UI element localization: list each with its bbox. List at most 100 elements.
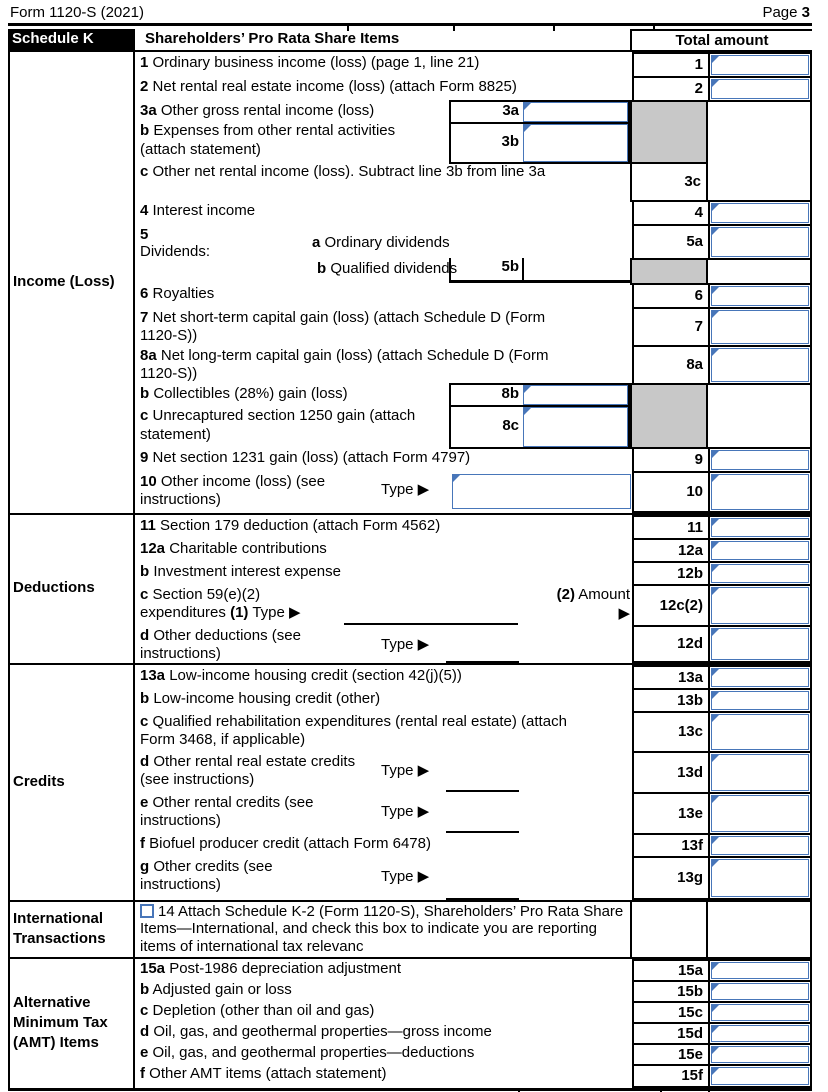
type-label-13d: Type ▶ [381,761,430,779]
line-number-15d: 15d [632,1021,710,1045]
amount-cell-2 [708,75,812,102]
shaded-cell-5b [630,257,708,285]
row-13b: b Low-income housing credit (other) 13b [135,687,812,713]
amount-input-4[interactable] [711,202,809,223]
amount-input-13a[interactable] [711,667,809,687]
amount-cell-10 [708,470,812,513]
amount-cell-14-empty [708,901,812,957]
amount-input-3a[interactable] [523,101,628,122]
amount-cell-12d [708,624,812,663]
schedule-k2-checkbox[interactable] [140,903,154,918]
amount-input-15b[interactable] [711,982,809,1000]
amount-cell-13g [708,855,812,900]
type-label-13e: Type ▶ [381,802,430,820]
type-label-10: Type ▶ [381,480,430,498]
row-13a: 13a Low-income housing credit (section 4… [135,664,812,690]
amount-input-10[interactable] [711,473,809,510]
write-in-line-13d[interactable] [446,789,519,792]
table-header-row: Schedule K Shareholders’ Pro Rata Share … [8,28,812,52]
amount-cell-13f [708,832,812,858]
line-number-1: 1 [632,51,710,78]
amount-input-15a[interactable] [711,961,809,979]
amount-input-13d[interactable] [711,753,809,791]
inner-box-8c: 8c [449,404,630,449]
tick-mark [453,25,455,31]
row-15c: c Depletion (other than oil and gas) 15c [135,1000,812,1024]
inner-box-3b: 3b [449,121,630,164]
section-amt: Alternative Minimum Tax (AMT) Items 15a … [8,956,812,1088]
amount-input-8b[interactable] [523,384,628,405]
section-income-loss: Income (Loss) 1 Ordinary business income… [8,51,812,513]
row-5a: 5 Dividends: a Ordinary dividends 5a [135,223,812,260]
line-number-13g: 13g [632,855,710,900]
category-credits: Credits [8,664,135,900]
row-13g: g Other credits (see instructions) Type … [135,855,812,900]
amount-cell-15d [708,1021,812,1045]
amount-input-12c2[interactable] [711,586,809,624]
amount-input-15c[interactable] [711,1003,809,1021]
amount-input-15d[interactable] [711,1024,809,1042]
row-6: 6 Royalties 6 [135,282,812,309]
amount-input-1[interactable] [711,54,809,75]
line-number-8a: 8a [632,344,710,385]
amount-input-6[interactable] [711,285,809,306]
row-15e: e Oil, gas, and geothermal properties—de… [135,1042,812,1066]
amount-input-8c[interactable] [523,406,628,447]
amount-input-13c[interactable] [711,713,809,750]
line-number-13c: 13c [632,710,710,753]
row-4: 4 Interest income 4 [135,199,812,226]
amount-input-13b[interactable] [711,690,809,710]
amount-input-8a[interactable] [711,347,809,382]
write-in-line-12c-type[interactable] [344,622,518,625]
type-label-12d: Type ▶ [381,635,430,653]
row-5b: b Qualified dividends 5b [135,257,812,285]
line-number-15f: 15f [632,1063,710,1088]
line-number-5a: 5a [632,223,710,260]
form-title: Form 1120-S (2021) [10,4,144,21]
line-number-3c: 3c [630,161,708,202]
amount-arrow-12c: ▶ [618,605,630,622]
line-number-12a: 12a [632,537,710,563]
page-number: 3 [801,4,810,21]
amount-input-9[interactable] [711,449,809,470]
row-11: 11 Section 179 deduction (attach Form 45… [135,514,812,540]
amount-cell-4 [708,199,812,226]
amount-input-5a[interactable] [711,226,809,257]
row-12d: d Other deductions (see instructions) Ty… [135,624,812,663]
write-in-area-5b[interactable] [524,258,630,280]
amount-input-13f[interactable] [711,835,809,855]
category-deductions: Deductions [8,514,135,663]
tick-mark [553,25,555,31]
row-group-8bc: b Collectibles (28%) gain (loss) c Unrec… [135,382,812,449]
amount-input-12d[interactable] [711,627,809,660]
amount-input-15e[interactable] [711,1045,809,1063]
row-2: 2 Net rental real estate income (loss) (… [135,75,812,102]
row-13d: d Other rental real estate credits (see … [135,750,812,794]
tick-mark [653,25,655,31]
amount-input-13g[interactable] [711,858,809,897]
amount-input-2[interactable] [711,78,809,99]
table-title: Shareholders’ Pro Rata Share Items [145,29,400,47]
amount-input-11[interactable] [711,517,809,537]
line-number-12b: 12b [632,560,710,586]
type-input-10[interactable] [452,473,631,509]
schedule-k-label: Schedule K [8,28,135,50]
row-15f: f Other AMT items (attach statement) 15f [135,1063,812,1088]
amount-input-3b[interactable] [523,123,628,162]
amount-cell-12a [708,537,812,563]
row-13c: c Qualified rehabilitation expenditures … [135,710,812,753]
amount-input-12a[interactable] [711,540,809,560]
amount-input-7[interactable] [711,309,809,344]
write-in-line-13e[interactable] [446,830,519,833]
line-number-12c2: 12c(2) [632,583,710,627]
shaded-cell-8bc [630,382,708,449]
write-in-line-12d[interactable] [446,660,519,663]
amount-input-12b[interactable] [711,563,809,583]
write-in-line-13g[interactable] [446,897,519,900]
line-number-7: 7 [632,306,710,347]
amount-input-15f[interactable] [711,1066,809,1085]
amount-input-13e[interactable] [711,794,809,832]
line-number-10: 10 [632,470,710,513]
type-label-13g: Type ▶ [381,867,430,885]
amount-cell-15f [708,1063,812,1088]
